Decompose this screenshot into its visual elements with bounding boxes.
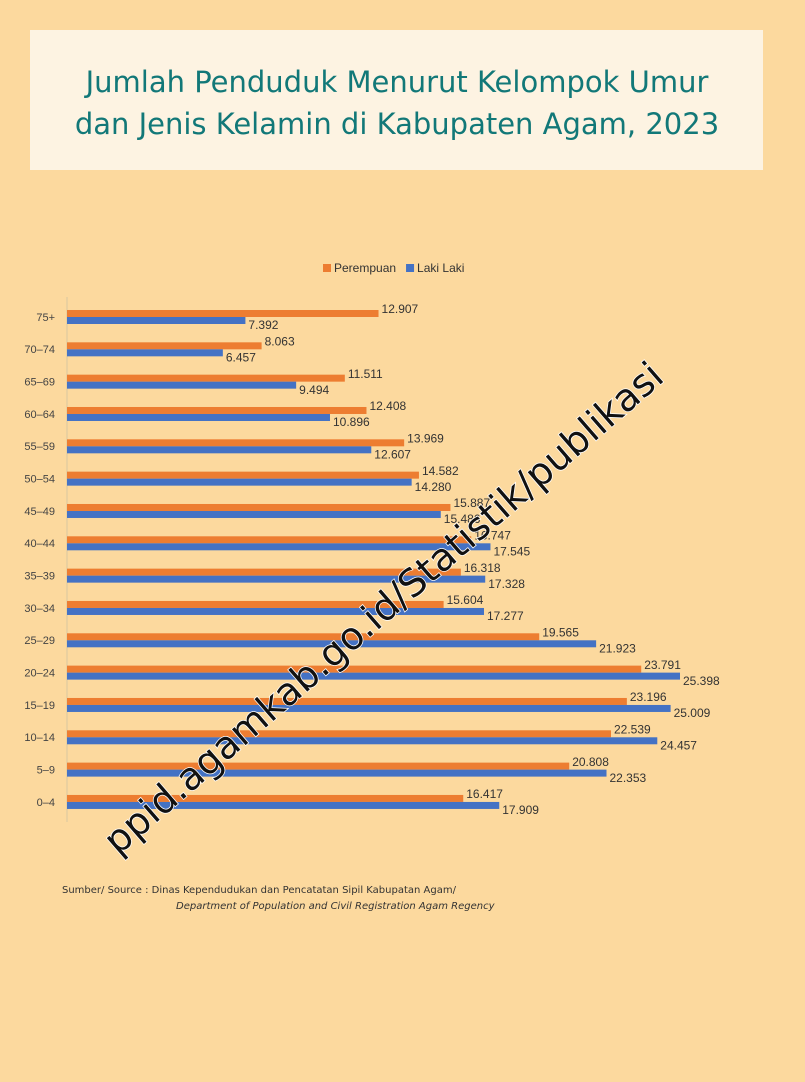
bar [67,381,297,389]
data-label: 13.969 [407,431,444,445]
source: Sumber/ Source : Dinas Kependudukan dan … [62,885,457,896]
bar [67,672,680,680]
data-label: 12.607 [374,447,411,461]
title-box [30,30,763,170]
data-label: 17.545 [493,544,530,558]
bar [67,503,451,511]
y-tick-label: 75+ [36,312,55,324]
y-tick-label: 40–44 [24,538,55,550]
chart-title: Jumlah Penduduk Menurut Kelompok Umur [84,65,709,99]
data-label: 17.328 [488,577,525,591]
data-label: 15.887 [453,496,490,510]
y-tick-label: 15–19 [24,700,55,712]
bar [67,769,607,777]
data-label: 20.808 [572,755,609,769]
bar [67,697,627,705]
data-label: 8.063 [265,335,295,349]
data-label: 16.747 [474,528,511,542]
legend-label: Laki Laki [417,261,464,275]
bar [67,730,611,738]
data-label: 19.565 [542,625,579,639]
bar [67,801,500,809]
y-tick-label: 20–24 [24,668,55,680]
data-label: 9.494 [299,383,329,397]
bar [67,478,412,486]
data-label: 24.457 [660,738,697,752]
data-label: 17.909 [502,803,539,817]
legend-label: Perempuan [334,261,396,275]
legend-swatch [323,264,331,272]
data-label: 7.392 [248,318,278,332]
bar [67,310,379,317]
y-tick-label: 35–39 [24,571,55,583]
bar [67,762,570,770]
data-label: 15.604 [447,593,484,607]
legend-swatch [406,264,415,272]
y-tick-label: 5–9 [37,765,55,777]
data-label: 25.009 [674,706,711,720]
bar [67,471,419,479]
y-tick-label: 30–34 [24,603,55,615]
data-label: 23.196 [630,690,667,704]
y-tick-label: 65–69 [24,377,55,389]
data-label: 17.277 [487,609,524,623]
data-label: 22.539 [614,722,651,736]
y-tick-label: 50–54 [24,474,55,486]
bar [67,568,461,576]
bar [67,374,345,382]
bar [67,640,597,648]
y-tick-label: 25–29 [24,635,55,647]
data-label: 25.398 [683,674,720,688]
bar [67,439,405,447]
y-tick-label: 45–49 [24,506,55,518]
bar [67,349,223,357]
bar [67,510,441,518]
y-tick-label: 60–64 [24,409,55,421]
bar [67,600,444,608]
bar [67,317,246,324]
data-label: 12.907 [382,302,419,316]
data-label: 12.408 [369,399,406,413]
bar [67,413,330,421]
bar [67,536,472,544]
bar [67,665,642,673]
data-label: 10.896 [333,415,370,429]
data-label: 16.417 [466,787,503,801]
bar [67,543,491,551]
data-label: 11.511 [348,367,383,381]
bar [67,794,464,802]
y-tick-label: 55–59 [24,441,55,453]
data-label: 21.923 [599,641,636,655]
data-label: 16.318 [464,561,501,575]
y-tick-label: 70–74 [24,344,55,356]
chart-title: dan Jenis Kelamin di Kabupaten Agam, 202… [75,107,719,141]
bar [67,342,262,350]
bar [67,607,484,615]
bar [67,704,671,712]
data-label: 23.791 [644,658,681,672]
bar [67,406,367,414]
bar [67,446,372,454]
bar [67,633,540,641]
source: Department of Population and Civil Regis… [176,901,496,912]
data-label: 15.486 [444,512,481,526]
y-tick-label: 0–4 [37,797,55,809]
bar [67,737,658,745]
data-label: 14.582 [422,464,459,478]
data-label: 6.457 [226,351,256,365]
data-label: 14.280 [415,480,452,494]
bar [67,575,486,583]
data-label: 22.353 [610,771,647,785]
y-tick-label: 10–14 [24,732,55,744]
